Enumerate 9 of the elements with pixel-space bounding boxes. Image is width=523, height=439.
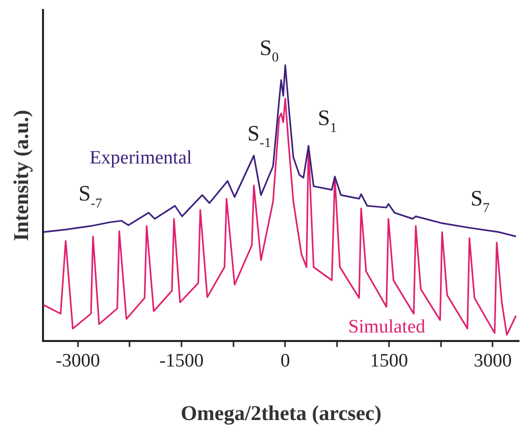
x-tick-label: -1500 <box>159 350 204 372</box>
x-tick-label: 3000 <box>474 350 512 372</box>
x-tick-label: 0 <box>280 350 290 372</box>
x-axis-title: Omega/2theta (arcsec) <box>180 400 382 425</box>
series-label: Experimental <box>90 148 192 169</box>
x-tick-label: 1500 <box>370 350 408 372</box>
series-label: Simulated <box>348 316 426 338</box>
x-tick-label: -3000 <box>56 350 100 372</box>
y-axis-title: Intensity (a.u.) <box>9 110 34 242</box>
